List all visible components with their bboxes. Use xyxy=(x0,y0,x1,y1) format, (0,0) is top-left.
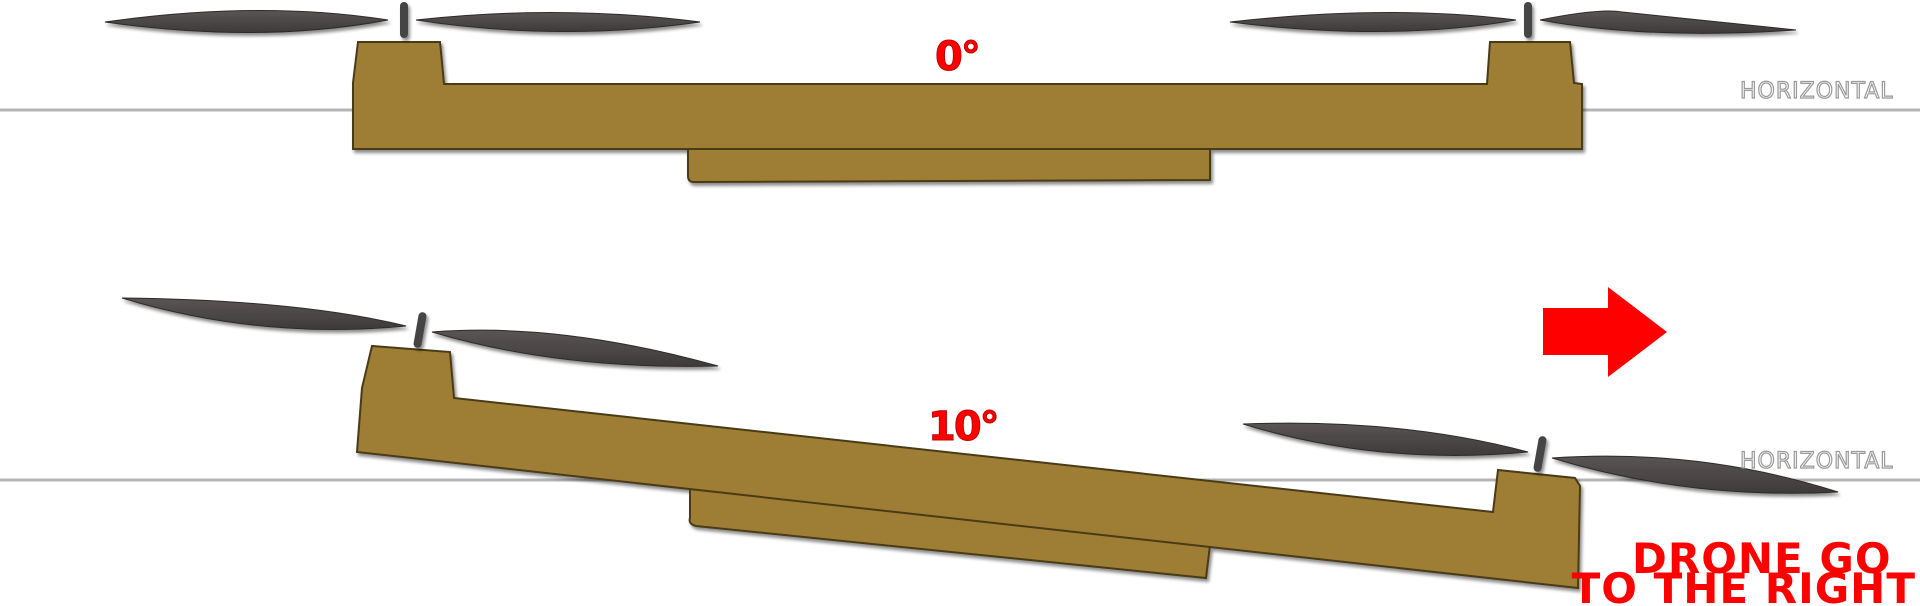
bottom-drone: 10° HORIZONTAL DRONE GO TO THE RIGHT xyxy=(0,287,1920,606)
angle-label-top: 0° xyxy=(935,34,979,80)
caption-line-2: TO THE RIGHT xyxy=(1572,564,1916,606)
drone-frame-top xyxy=(352,41,1583,150)
horizontal-label-bottom: HORIZONTAL xyxy=(1740,449,1894,474)
caption-line-1: DRONE GO xyxy=(1632,534,1892,583)
horizontal-label-top: HORIZONTAL xyxy=(1740,79,1894,104)
angle-label-bottom: 10° xyxy=(928,404,998,450)
drone-frame-bottom xyxy=(355,344,1582,590)
propeller-left-top xyxy=(104,2,701,38)
drone-battery-top xyxy=(687,148,1211,184)
propeller-left-bottom xyxy=(121,297,719,367)
top-drone: 0° HORIZONTAL xyxy=(0,2,1920,184)
propeller-right-top xyxy=(1229,2,1797,38)
right-arrow-icon xyxy=(1543,287,1667,377)
propeller-right-bottom xyxy=(1242,422,1839,494)
drone-battery-bottom xyxy=(688,486,1212,580)
